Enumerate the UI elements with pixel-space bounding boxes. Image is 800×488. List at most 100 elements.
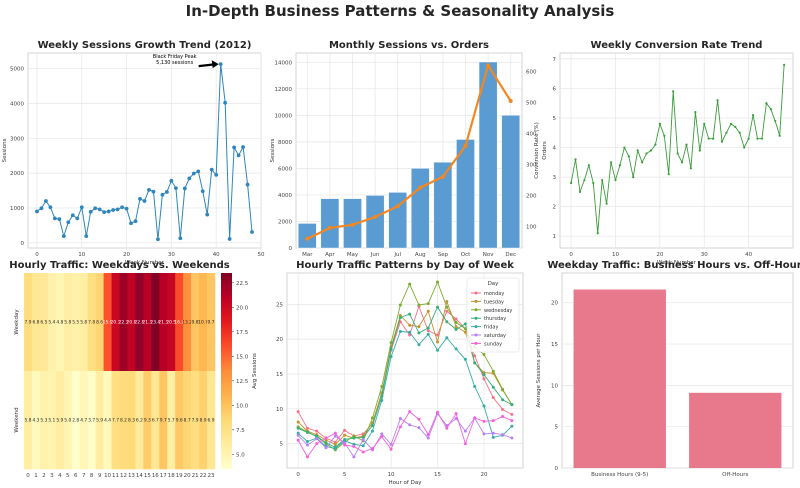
monthly-chart-orders-point: [395, 204, 400, 209]
sessions-chart-point: [79, 205, 84, 210]
hourly-day-chart-series-point: [463, 442, 467, 446]
hourly-day-chart-ytick-label: 10: [276, 407, 283, 413]
heatmap-chart-column-label: 18: [168, 473, 175, 479]
hourly-day-chart-series-point: [454, 417, 458, 421]
sessions-chart-title: Weekly Sessions Growth Trend (2012): [38, 40, 252, 51]
hourly-day-chart-series-point: [389, 355, 393, 359]
sessions-chart-xtick-label: 0: [35, 252, 39, 258]
heatmap-chart-cell: [24, 371, 33, 470]
hourly-day-chart-series-point: [491, 435, 495, 439]
heatmap-chart-cell: [87, 273, 96, 372]
heatmap-chart-column-label: 17: [160, 473, 167, 479]
conversion-chart-point: [569, 181, 573, 185]
conversion-chart-xlabel: Week Number: [657, 260, 697, 266]
monthly-chart-bar: [478, 61, 498, 249]
hourly-day-chart-legend-label: tuesday: [484, 299, 504, 305]
sessions-chart-point: [147, 187, 151, 192]
hourly-day-chart-series-point: [445, 300, 449, 304]
heatmap-chart-cell-label: 6.2: [136, 418, 143, 424]
hourly-day-chart-series-point: [426, 332, 430, 336]
monthly-chart-orders-point: [305, 236, 310, 241]
heatmap-chart-cell-label: 8.7: [184, 418, 191, 424]
hourly-day-chart-series-point: [473, 385, 477, 389]
business-hours-chart-ytick-label: 0: [555, 466, 559, 472]
sessions-chart-point: [120, 205, 124, 210]
sessions-chart-point: [156, 237, 160, 242]
hourly-day-chart-series-line: [297, 305, 513, 443]
heatmap-chart-cell-label: 20.3: [111, 320, 121, 326]
sessions-chart-point: [57, 217, 62, 221]
conversion-chart-point: [632, 175, 635, 179]
heatmap-chart-column-label: 2: [42, 473, 46, 479]
heatmap-chart-cell-label: 4.7: [80, 418, 87, 424]
hourly-day-chart-legend-box: [466, 277, 520, 353]
sessions-chart-point: [70, 213, 75, 218]
heatmap-chart-cell-label: 10.7: [198, 320, 208, 326]
heatmap-chart-cell-label: 4.8: [56, 320, 63, 326]
hourly-day-chart-series-point: [491, 419, 495, 423]
conversion-chart-point: [778, 134, 781, 137]
monthly-chart-xtick-label: May: [347, 252, 359, 258]
hourly-day-chart-series-point: [482, 404, 486, 408]
hourly-day-chart-series-point: [408, 423, 412, 427]
monthly-chart-orders-point: [440, 174, 445, 179]
conversion-chart-point: [694, 110, 697, 114]
heatmap-chart-cell-label: 8.2: [120, 418, 127, 424]
hourly-day-chart-series-point: [473, 354, 477, 358]
business-hours-chart-ytick-label: 5: [555, 425, 559, 431]
monthly-chart-ytick-label: 12000: [275, 87, 293, 93]
heatmap-chart-cell: [119, 273, 128, 372]
heatmap-chart-cell: [191, 273, 200, 372]
sessions-chart-point: [178, 236, 183, 241]
hourly-day-chart-legend-label: friday: [484, 325, 498, 331]
hourly-day-chart-series-point: [436, 348, 440, 352]
business-hours-chart-ylabel: Average Sessions per Hour: [536, 333, 542, 408]
heatmap-chart-cell: [55, 273, 65, 372]
hourly-day-chart-series-point: [510, 403, 514, 407]
conversion-chart-point: [587, 164, 590, 167]
heatmap-chart-column-label: 3: [50, 473, 54, 479]
hourly-day-chart-series-point: [482, 373, 486, 377]
heatmap-chart-cell-label: 4.4: [104, 418, 111, 424]
sessions-chart-point: [142, 199, 147, 203]
hourly-day-chart-series-point: [491, 431, 495, 435]
heatmap-chart-cell: [199, 371, 208, 470]
heatmap-chart-cell-label: 5.9: [96, 418, 103, 424]
hourly-day-chart-series-point: [463, 429, 467, 433]
hourly-day-chart-series-point: [305, 455, 309, 459]
sessions-chart-point: [205, 212, 210, 217]
sessions-chart-ytick-label: 1000: [10, 206, 24, 212]
hourly-day-chart-series-point: [473, 416, 477, 420]
business-hours-chart-xtick-label: Business Hours (9-5): [591, 472, 648, 478]
monthly-chart-y2tick-label: 100: [526, 224, 537, 230]
hourly-day-chart-series-point: [296, 426, 300, 430]
conversion-chart-ytick-label: 4: [553, 146, 557, 152]
hourly-day-chart-legend-marker: [474, 299, 478, 303]
hourly-day-chart-series-point: [333, 434, 337, 438]
monthly-chart-title: Monthly Sessions vs. Orders: [329, 40, 489, 51]
monthly-chart-ytick-label: 6000: [278, 166, 292, 172]
conversion-chart-point: [689, 167, 693, 170]
heatmap-chart-cell: [175, 273, 184, 372]
conversion-chart-point: [574, 158, 577, 161]
heatmap-chart-cell: [63, 371, 73, 470]
heatmap-chart-column-label: 19: [176, 473, 183, 479]
heatmap-chart-cell: [39, 371, 49, 470]
hourly-day-chart-series-point: [408, 330, 412, 334]
hourly-day-chart-xtick-label: 15: [434, 472, 441, 478]
heatmap-chart-cell-label: 5.0: [64, 418, 71, 424]
hourly-day-chart-ytick-label: 5: [280, 442, 284, 448]
sessions-chart-annotation-arrowhead: [211, 60, 219, 69]
hourly-day-chart-legend-label: wednesday: [484, 308, 512, 314]
conversion-chart-point: [743, 146, 746, 149]
hourly-day-chart-series-point: [315, 442, 319, 446]
hourly-day-chart-series-point: [296, 410, 300, 414]
monthly-chart-xtick-label: Jun: [370, 252, 380, 258]
conversion-chart-point: [703, 122, 706, 126]
monthly-chart-bar: [320, 198, 340, 249]
conversion-chart-point: [707, 137, 710, 140]
heatmap-chart-cell-label: 4.3: [32, 418, 39, 424]
heatmap-chart-cell: [95, 371, 104, 470]
heatmap-chart-cell: [207, 273, 216, 372]
